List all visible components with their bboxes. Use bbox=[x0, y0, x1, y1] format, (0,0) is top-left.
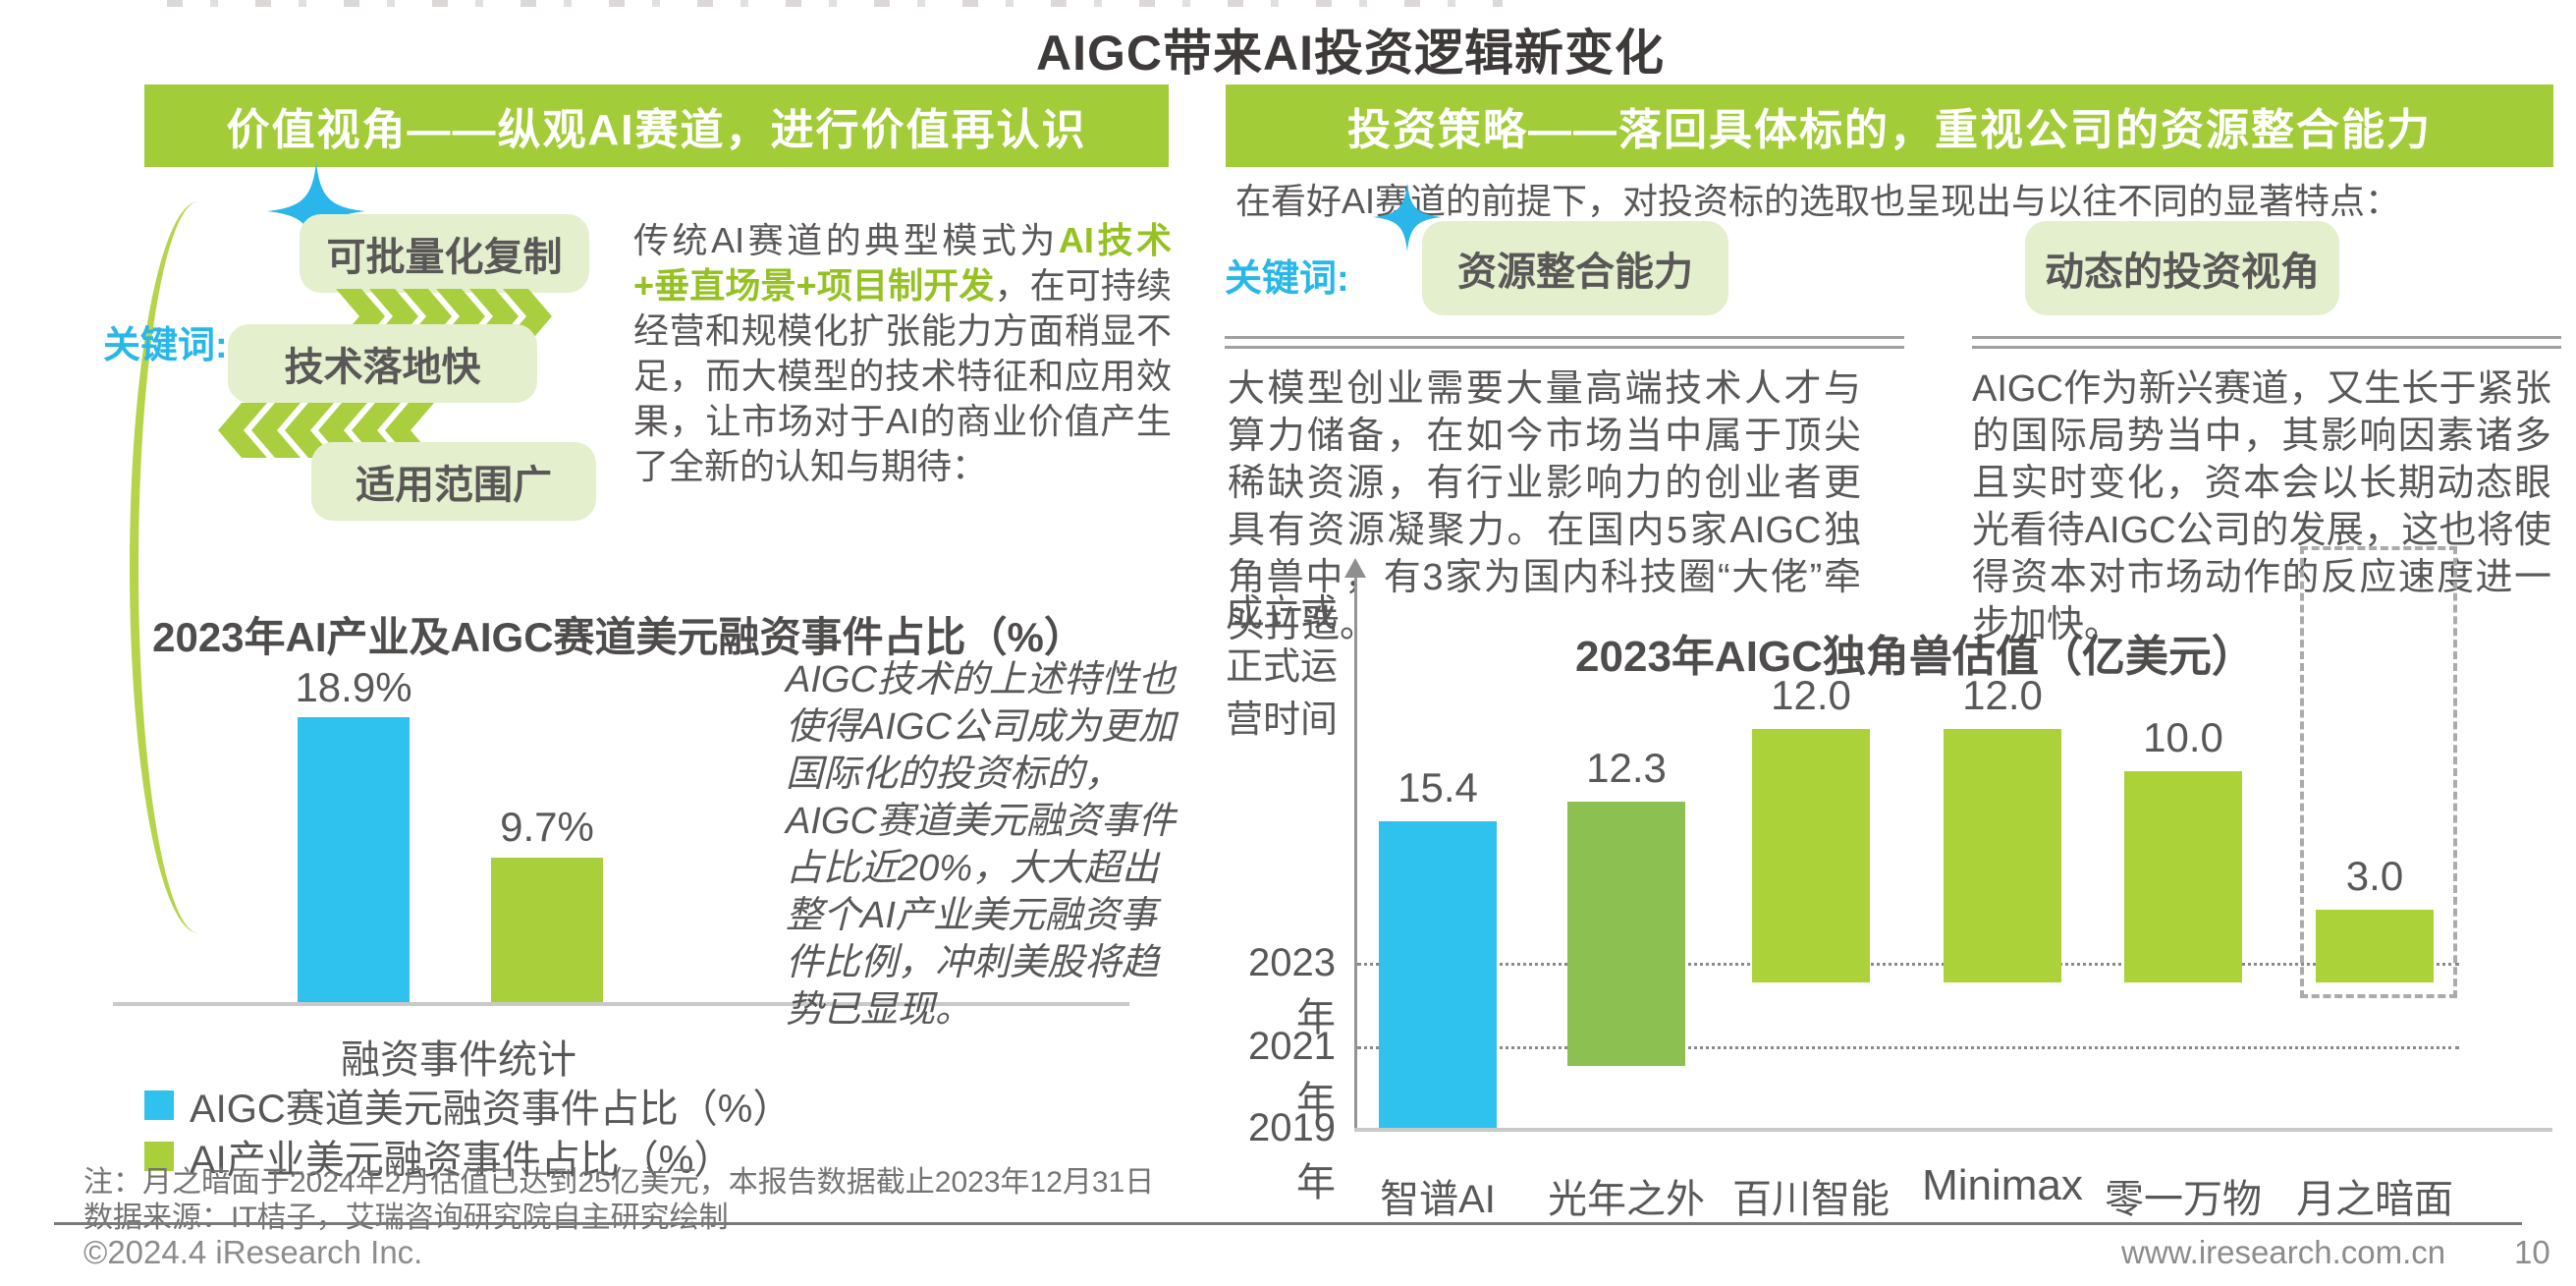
left-paragraph-post: ，在可持续经营和规模化扩张能力方面稍显不足，而大模型的技术特征和应用效果，让市场… bbox=[633, 265, 1172, 486]
bar-value-label: 3.0 bbox=[2345, 853, 2404, 899]
bar-minimax bbox=[1944, 729, 2061, 982]
legend-label: AI产业美元融资事件占比（%） bbox=[190, 1139, 734, 1182]
right-keyword-label: 关键词: bbox=[1225, 258, 1349, 300]
footnote-note: 注：月之暗面于2024年2月估值已达到25亿美元，本报告数据截止2023年12月… bbox=[83, 1166, 1155, 1199]
left-keyword-label: 关键词: bbox=[103, 325, 228, 366]
bar-value-label: 10.0 bbox=[2143, 714, 2223, 760]
right-chart-x-axis bbox=[1354, 1128, 2552, 1132]
bar-guangnian bbox=[1567, 802, 1685, 1066]
bar-value-label: 12.3 bbox=[1586, 745, 1667, 791]
right-intro: 在看好AI赛道的前提下，对投资标的选取也呈现出与以往不同的显著特点： bbox=[1235, 181, 2401, 221]
left-section-header: 价值视角——纵观AI赛道，进行价值再认识 bbox=[144, 84, 1169, 167]
divider-line bbox=[1225, 336, 1904, 339]
bar-yuezhianmian bbox=[2316, 910, 2434, 982]
footer-copyright: ©2024.4 iResearch Inc. bbox=[83, 1234, 423, 1270]
keyword-box-replicable: 可批量化复制 bbox=[300, 214, 589, 293]
bar-value-label: 18.9% bbox=[295, 664, 412, 710]
category-label: 百川智能 bbox=[1732, 1178, 1890, 1221]
legend-item-aigc: AIGC赛道美元融资事件占比（%） bbox=[144, 1077, 792, 1134]
category-label: 月之暗面 bbox=[2296, 1178, 2453, 1221]
left-chart-title: 2023年AI产业及AIGC赛道美元融资事件占比（%） bbox=[152, 614, 1085, 660]
footer-rule bbox=[54, 1222, 2522, 1225]
bar-baichuan bbox=[1752, 729, 1870, 982]
year-tick: 2023年 bbox=[1248, 941, 1336, 1039]
keyword-box-wide-scope: 适用范围广 bbox=[311, 442, 596, 521]
category-label: 光年之外 bbox=[1548, 1178, 1705, 1221]
sparkle-icon bbox=[267, 162, 365, 260]
arc-decoration bbox=[130, 201, 268, 933]
left-paragraph-highlight: AI技术+垂直场景+项目制开发 bbox=[633, 220, 1172, 306]
right-chart-y-axis-label: 成立或 正式运 营时间 bbox=[1226, 593, 1339, 741]
legend-item-ai-industry: AI产业美元融资事件占比（%） bbox=[144, 1128, 733, 1185]
bar-ai-industry-share bbox=[491, 858, 603, 1004]
keyword-box-resource-integration: 资源整合能力 bbox=[1422, 221, 1728, 315]
gridline-2021 bbox=[1357, 1046, 2459, 1049]
left-paragraph-pre: 传统AI赛道的典型模式为 bbox=[633, 220, 1059, 260]
legend-label: AIGC赛道美元融资事件占比（%） bbox=[190, 1088, 793, 1131]
footnote-source: 数据来源：IT桔子，艾瑞咨询研究院自主研究绘制 bbox=[83, 1202, 729, 1234]
bar-aigc-share bbox=[298, 717, 410, 1004]
right-chart-title: 2023年AIGC独角兽估值（亿美元） bbox=[1575, 633, 2255, 681]
category-label: 零一万物 bbox=[2105, 1178, 2262, 1221]
bar-value-label: 12.0 bbox=[1771, 672, 1851, 718]
category-label: 智谱AI bbox=[1380, 1178, 1496, 1221]
highlight-dashed-box bbox=[2300, 546, 2457, 998]
divider-line bbox=[1972, 346, 2561, 349]
keyword-box-dynamic-view: 动态的投资视角 bbox=[2025, 221, 2339, 315]
bar-value-label: 15.4 bbox=[1398, 764, 1478, 811]
gridline-2023 bbox=[1357, 963, 2459, 966]
bar-value-label: 9.7% bbox=[500, 804, 594, 850]
bar-lingyi bbox=[2124, 771, 2242, 982]
left-chart-category: 融资事件统计 bbox=[341, 1038, 576, 1082]
divider-line bbox=[1225, 346, 1904, 349]
footer-page-number: 10 bbox=[2514, 1234, 2550, 1270]
bar-zhipu bbox=[1379, 821, 1497, 1130]
right-section-header: 投资策略——落回具体标的，重视公司的资源整合能力 bbox=[1226, 84, 2553, 167]
legend-swatch-green bbox=[144, 1142, 174, 1171]
cropped-text-remnant bbox=[167, 0, 1503, 7]
page-title: AIGC带来AI投资逻辑新变化 bbox=[1036, 26, 1665, 81]
sparkle-icon bbox=[1373, 183, 1442, 252]
axis-arrow-icon bbox=[1344, 558, 1366, 578]
left-paragraph: 传统AI赛道的典型模式为AI技术+垂直场景+项目制开发，在可持续经营和规模化扩张… bbox=[633, 218, 1172, 489]
right-paragraph-right: AIGC作为新兴赛道，又生长于紧张的国际局势当中，其影响因素诸多且实时变化，资本… bbox=[1972, 368, 2551, 645]
year-tick: 2019年 bbox=[1248, 1106, 1336, 1204]
legend-swatch-cyan bbox=[144, 1090, 174, 1120]
right-chart-y-axis bbox=[1354, 576, 1357, 1130]
footer-website: www.iresearch.com.cn bbox=[2121, 1234, 2446, 1270]
keyword-box-fast-landing: 技术落地快 bbox=[228, 324, 537, 403]
bar-value-label: 12.0 bbox=[1962, 672, 2043, 718]
commentary-text: AIGC技术的上述特性也使得AIGC公司成为更加国际化的投资标的，AIGC赛道美… bbox=[786, 659, 1176, 1031]
category-label: Minimax bbox=[1922, 1161, 2083, 1209]
year-tick: 2021年 bbox=[1248, 1025, 1336, 1123]
right-paragraph-left: 大模型创业需要大量高端技术人才与算力储备，在如今市场当中属于顶尖稀缺资源，有行业… bbox=[1228, 368, 1861, 645]
divider-line bbox=[1972, 336, 2561, 339]
left-chart-x-axis bbox=[113, 1002, 1129, 1006]
